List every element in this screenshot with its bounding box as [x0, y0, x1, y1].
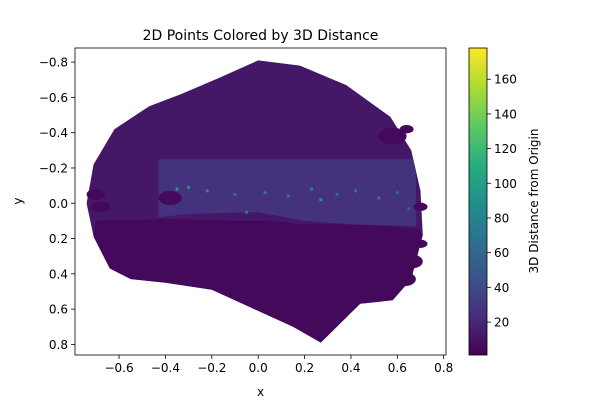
x-tick-label: −0.6 — [104, 361, 133, 375]
cloud-inner — [93, 159, 423, 343]
floor-region — [93, 219, 423, 343]
bright-point — [205, 189, 209, 193]
colorbar: 20 40 60 80 100 120 140 160 3D Distance from Or… — [468, 47, 541, 356]
y-tick-label: −0.4 — [39, 126, 68, 140]
near-cluster — [399, 254, 423, 269]
y-axis: −0.8 −0.6 −0.4 −0.2 0.0 0.2 0.4 0.6 0.8 — [39, 56, 75, 352]
y-tick-label: −0.8 — [39, 56, 68, 70]
bright-point — [245, 210, 249, 214]
x-tick-label: 0.4 — [341, 361, 360, 375]
y-tick-label: 0.6 — [49, 303, 68, 317]
colorbar-axis: 20 40 60 80 100 120 140 160 — [487, 73, 517, 330]
near-cluster — [413, 202, 428, 211]
bright-point — [395, 191, 399, 195]
x-tick-label: 0.6 — [388, 361, 407, 375]
x-tick-label: 0.2 — [295, 361, 314, 375]
bright-point — [233, 192, 237, 196]
bright-point — [175, 187, 179, 191]
colorbar-tick-label: 40 — [494, 281, 509, 295]
bright-point — [354, 189, 358, 193]
colorbar-gradient — [468, 47, 488, 356]
x-tick-label: −0.4 — [151, 361, 180, 375]
bright-point — [309, 187, 314, 191]
plot-frame — [74, 47, 447, 356]
y-tick-label: −0.2 — [39, 161, 68, 175]
x-axis-label: x — [257, 385, 264, 399]
y-tick-label: 0.8 — [49, 338, 68, 352]
near-cluster — [86, 188, 106, 200]
bright-point — [377, 196, 381, 200]
colorbar-label: 3D Distance from Origin — [527, 129, 541, 274]
x-tick-label: −0.2 — [197, 361, 226, 375]
y-tick-label: 0.2 — [49, 232, 68, 246]
colorbar-tick-label: 120 — [494, 142, 517, 156]
colorbar-tick-label: 80 — [494, 211, 509, 225]
near-cluster — [413, 239, 428, 248]
near-cluster — [399, 125, 414, 134]
chart-title: 2D Points Colored by 3D Distance — [143, 28, 379, 44]
y-tick-label: −0.6 — [39, 91, 68, 105]
plot-area — [86, 60, 428, 343]
near-cluster — [91, 201, 110, 213]
y-tick-label: 0.0 — [49, 197, 68, 211]
colorbar-tick-label: 100 — [494, 177, 517, 191]
colorbar-tick-label: 140 — [494, 107, 517, 121]
bright-point — [319, 198, 323, 202]
near-cluster — [158, 190, 182, 206]
x-tick-label: 0.8 — [434, 361, 453, 375]
bright-point — [187, 185, 191, 189]
colorbar-tick-label: 20 — [494, 316, 509, 330]
far-region — [158, 159, 416, 227]
bright-point — [263, 191, 267, 195]
point-cloud — [86, 60, 428, 343]
x-tick-label: 0.0 — [249, 361, 268, 375]
x-axis: −0.6 −0.4 −0.2 0.0 0.2 0.4 0.6 0.8 — [104, 355, 453, 375]
colorbar-tick-label: 60 — [494, 246, 509, 260]
bright-point — [335, 192, 339, 196]
colorbar-tick-label: 160 — [494, 73, 517, 87]
bright-point — [407, 207, 411, 211]
bright-point — [286, 194, 290, 198]
y-tick-label: 0.4 — [49, 267, 68, 281]
near-cluster — [378, 127, 407, 145]
near-cluster — [392, 272, 416, 287]
y-axis-label: y — [11, 197, 25, 204]
